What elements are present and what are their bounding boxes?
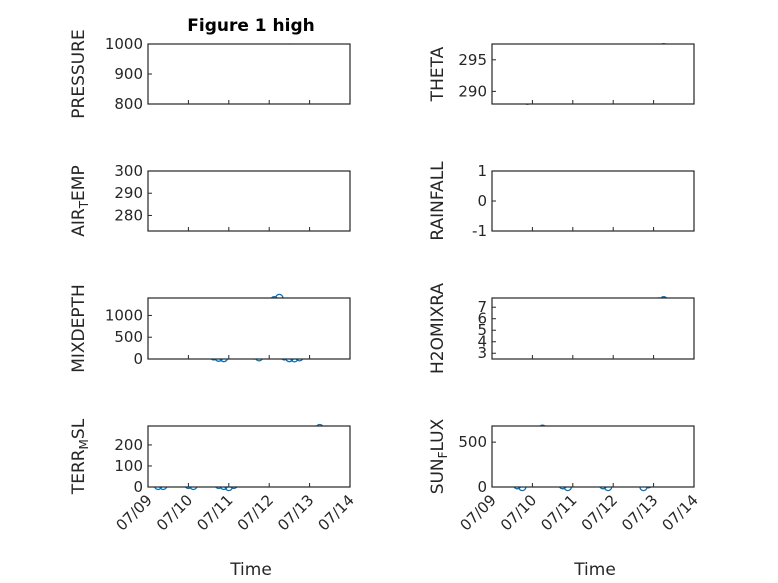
y-tick-label: 290 xyxy=(458,82,487,100)
y-axis-label: H2OMIXRA xyxy=(428,283,448,374)
y-axis-label: TERRMSL xyxy=(69,418,91,495)
y-tick-label: 6 xyxy=(477,310,487,328)
axes-frame xyxy=(147,170,351,232)
subplot-3: 280 290 300 AIRTEMP xyxy=(69,162,351,237)
y-tick-label: 500 xyxy=(458,433,487,451)
y-tick-label: 4 xyxy=(477,333,487,351)
y-tick-label: 0 xyxy=(133,350,143,368)
y-tick-label: 0 xyxy=(133,478,143,496)
y-tick-label: 7 xyxy=(477,298,487,316)
subplot-2: 290 295 THETA xyxy=(428,42,695,106)
axes-frame xyxy=(491,425,695,488)
axes-frame xyxy=(491,170,695,232)
x-axis-label-right: Time xyxy=(573,560,616,580)
y-axis-label: SUNFLUX xyxy=(428,418,450,494)
figure-title: Figure 1 high xyxy=(187,16,315,36)
y-tick-label: 900 xyxy=(114,65,143,83)
x-axis-label-left: Time xyxy=(229,560,272,580)
y-tick-label: 3 xyxy=(477,344,487,362)
y-tick-label: 1 xyxy=(477,162,487,180)
subplot-7: 010020007/0907/1007/1107/1207/1307/14TER… xyxy=(69,418,358,534)
y-tick-label: 290 xyxy=(114,184,143,202)
axes-frame xyxy=(147,425,351,488)
subplot-4: -1 0 1 RAINFALL xyxy=(428,161,695,241)
y-tick-label: 1000 xyxy=(105,35,143,53)
subplot-5: 0 500 1000 MIXDEPTH xyxy=(69,284,351,373)
y-axis-label: RAINFALL xyxy=(428,161,448,241)
y-tick-label: 0 xyxy=(477,192,487,210)
axes-frame xyxy=(491,297,695,360)
y-axis-label: AIRTEMP xyxy=(69,165,91,236)
y-tick-label: 300 xyxy=(114,162,143,180)
axes-frame xyxy=(147,43,351,105)
axes-frame xyxy=(147,297,351,360)
y-tick-label: 280 xyxy=(114,206,143,224)
y-tick-label: 5 xyxy=(477,321,487,339)
y-axis-label: MIXDEPTH xyxy=(69,284,89,373)
y-tick-label: 0 xyxy=(477,478,487,496)
axes-frame xyxy=(491,43,695,105)
y-tick-label: 500 xyxy=(114,328,143,346)
y-tick-label: -1 xyxy=(472,222,487,240)
subplot-1: 800 900 1000 PRESSURE xyxy=(69,29,351,119)
y-tick-label: 295 xyxy=(458,51,487,69)
y-axis-label: PRESSURE xyxy=(69,29,89,118)
y-tick-label: 100 xyxy=(114,457,143,475)
y-tick-label: 1000 xyxy=(105,306,143,324)
y-tick-label: 800 xyxy=(114,95,143,113)
y-axis-label: THETA xyxy=(428,46,448,102)
y-tick-label: 200 xyxy=(114,436,143,454)
